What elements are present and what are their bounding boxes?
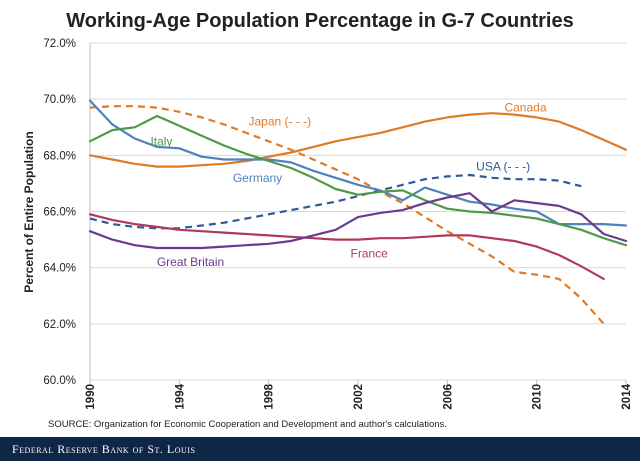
series-line-great-britain: [88, 192, 628, 250]
series-label-france: France: [350, 247, 388, 261]
series-label-usa: USA (- - -): [476, 160, 530, 174]
series-line-usa: [89, 173, 582, 230]
series-labels: Japan (- - -) Canada Italy Germany USA (- - …: [150, 101, 546, 269]
series-line-japan: [89, 105, 605, 325]
x-tick-label: 1994: [174, 383, 186, 409]
series-line-france: [88, 213, 605, 280]
y-tick-label: 62.0%: [43, 319, 76, 331]
y-tick-label: 60.0%: [43, 375, 76, 387]
series-label-canada: Canada: [504, 101, 546, 115]
x-tick-label: 2014: [621, 383, 633, 409]
footer-bar: Federal Reserve Bank of St. Louis: [0, 437, 640, 461]
x-tick-label: 2010: [532, 384, 544, 410]
chart-title: Working-Age Population Percentage in G-7…: [66, 10, 574, 32]
series-label-great-britain: Great Britain: [157, 255, 224, 269]
grid-lines: [89, 42, 627, 385]
x-tick-labels: 1990 1994 1998 2002 2006 2010 2014: [85, 383, 633, 409]
x-tick-label: 2002: [353, 384, 365, 410]
y-tick-label: 66.0%: [43, 207, 76, 219]
y-tick-label: 72.0%: [43, 38, 76, 50]
series-label-germany: Germany: [233, 171, 282, 185]
y-tick-label: 70.0%: [43, 94, 76, 106]
x-tick-label: 1990: [85, 384, 97, 410]
x-tick-label: 1998: [264, 383, 276, 409]
x-tick-label: 2006: [442, 384, 454, 410]
series-lines: [88, 99, 628, 325]
series-line-germany: [88, 99, 628, 227]
series-label-italy: Italy: [150, 134, 172, 148]
y-tick-label: 68.0%: [43, 150, 76, 162]
y-tick-labels: 60.0% 62.0% 64.0% 66.0% 68.0% 70.0% 72.0%: [43, 38, 76, 387]
y-tick-label: 64.0%: [43, 263, 76, 275]
series-label-japan: Japan (- - -): [248, 115, 311, 129]
footer-text: Federal Reserve Bank of St. Louis: [12, 442, 196, 456]
series-line-canada: [88, 112, 628, 168]
series-line-italy: [88, 114, 628, 247]
source-note: SOURCE: Organization for Economic Cooper…: [48, 419, 447, 430]
